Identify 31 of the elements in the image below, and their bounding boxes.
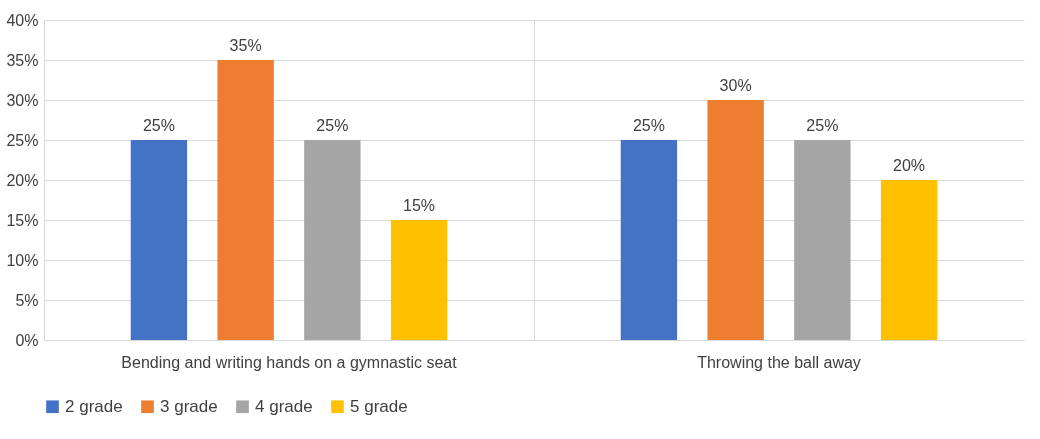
y-tick-label: 15% — [6, 211, 39, 229]
bar — [620, 140, 678, 340]
bar — [304, 140, 361, 340]
bar — [390, 220, 448, 340]
data-label: 25% — [142, 117, 175, 134]
data-label: 30% — [719, 77, 752, 94]
legend-label: 2 grade — [65, 396, 123, 416]
data-label: 25% — [806, 117, 839, 134]
y-tick-label: 10% — [6, 251, 39, 269]
x-tick-label: Throwing the ball away — [697, 353, 861, 371]
bar — [707, 100, 764, 340]
data-label: 15% — [403, 197, 436, 214]
y-tick-label: 25% — [6, 131, 39, 149]
legend-label: 5 grade — [350, 396, 408, 416]
x-tick-label: Bending and writing hands on a gymnastic seat — [121, 353, 458, 371]
bar — [130, 140, 188, 340]
data-label: 25% — [632, 117, 665, 134]
data-label: 25% — [316, 117, 349, 134]
y-tick-label: 0% — [15, 331, 39, 349]
bar — [794, 140, 851, 340]
legend-label: 3 grade — [160, 396, 218, 416]
data-label: 20% — [893, 157, 926, 174]
bar — [880, 180, 938, 340]
bar — [217, 60, 274, 340]
data-label: 35% — [229, 37, 262, 54]
y-tick-label: 40% — [6, 11, 39, 29]
y-tick-label: 30% — [6, 91, 39, 109]
y-tick-label: 20% — [6, 171, 39, 189]
y-tick-label: 35% — [6, 51, 39, 69]
y-tick-label: 5% — [15, 291, 39, 309]
legend-label: 4 grade — [255, 396, 313, 416]
